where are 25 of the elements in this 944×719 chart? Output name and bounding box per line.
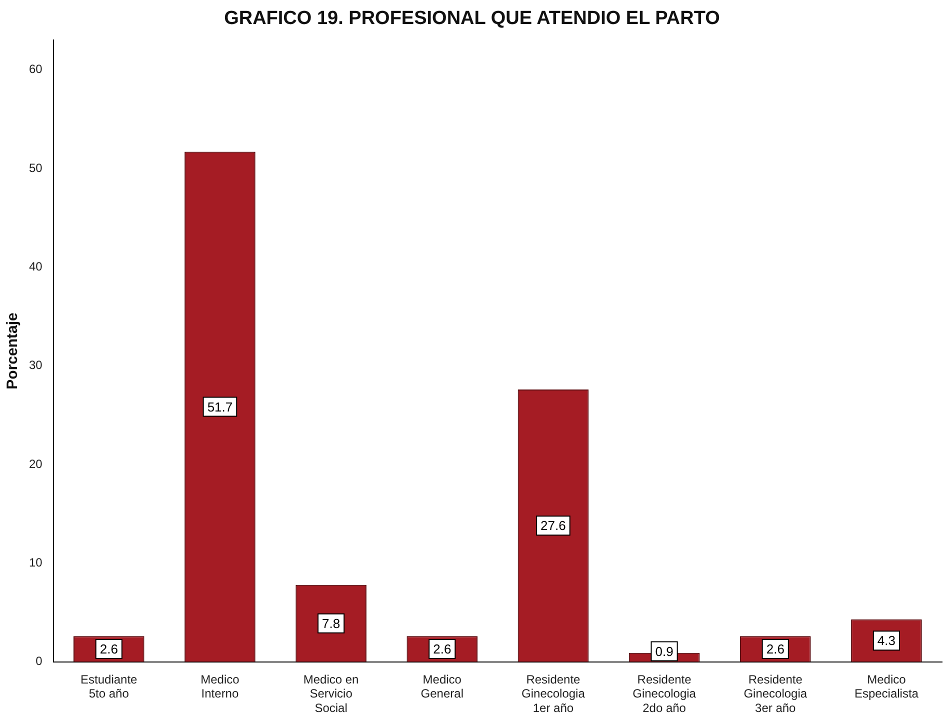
x-tick-label: Medico General	[420, 672, 464, 701]
y-tick-label: 20	[28, 456, 43, 471]
data-label: 2.6	[433, 642, 452, 657]
x-tick-label: Medico Interno	[200, 672, 240, 701]
data-label: 51.7	[207, 399, 233, 414]
data-label: 27.6	[540, 518, 566, 534]
y-tick-label: 40	[28, 259, 43, 274]
y-tick-label: 50	[28, 160, 43, 175]
x-tick-label: Estudiante 5to año	[80, 672, 138, 701]
x-tick-label: Residente Ginecologia 1er año	[522, 672, 586, 716]
data-label: 4.3	[877, 633, 896, 648]
data-label: 2.6	[766, 642, 784, 657]
x-tick-label: Medico en Servicio Social	[303, 672, 359, 716]
x-tick-label: Residente Ginecologia 2do año	[632, 672, 696, 716]
y-axis-title: Porcentaje	[4, 312, 22, 390]
y-tick-label: 10	[28, 555, 43, 570]
x-tick-label: Medico Especialista	[854, 672, 919, 701]
data-label: 2.6	[100, 642, 118, 657]
y-tick-label: 30	[28, 358, 43, 372]
y-tick-label: 0	[36, 654, 43, 668]
y-tick-label: 60	[28, 62, 43, 76]
data-label: 7.8	[322, 616, 340, 631]
data-label: 0.9	[655, 644, 674, 659]
x-tick-label: Residente Ginecologia 3er año	[744, 672, 808, 716]
chart-title: GRAFICO 19. PROFESIONAL QUE ATENDIO EL PARTO	[223, 8, 721, 30]
